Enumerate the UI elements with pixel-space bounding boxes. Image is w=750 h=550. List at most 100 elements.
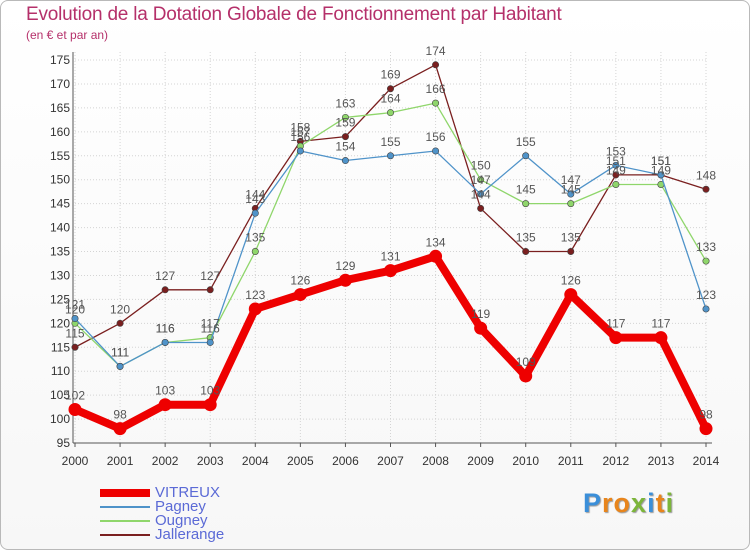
point-vitreux — [429, 249, 443, 263]
data-label-jallerange: 135 — [561, 231, 581, 245]
data-label-ougney: 145 — [516, 183, 536, 197]
axes: 9510010511011512012513013514014515015516… — [50, 52, 720, 468]
data-label-pagney: 153 — [606, 144, 626, 158]
x-tick-label: 2002 — [152, 454, 179, 468]
point-ougney — [386, 109, 394, 117]
point-jallerange — [116, 319, 124, 327]
y-tick-label: 95 — [57, 436, 71, 450]
point-pagney — [522, 152, 530, 160]
x-tick-label: 2005 — [287, 454, 314, 468]
point-jallerange — [522, 248, 530, 256]
data-label-ougney: 145 — [561, 183, 581, 197]
data-label-vitreux: 134 — [426, 235, 446, 249]
legend-label: VITREUX — [155, 484, 221, 501]
legend-item-ougney: Ougney — [100, 512, 300, 529]
y-tick-label: 155 — [50, 149, 70, 163]
data-label-pagney: 156 — [290, 130, 310, 144]
point-pagney — [206, 338, 214, 346]
point-pagney — [657, 171, 665, 179]
point-vitreux — [248, 302, 262, 316]
x-tick-label: 2010 — [512, 454, 539, 468]
point-jallerange — [71, 343, 79, 351]
point-jallerange — [161, 286, 169, 294]
proxiti-logo: Proxiti — [583, 488, 674, 519]
y-tick-label: 135 — [50, 245, 70, 259]
legend-swatch — [100, 506, 150, 508]
x-tick-label: 2006 — [332, 454, 359, 468]
data-label-ougney: 157 — [290, 125, 310, 139]
x-tick-label: 2003 — [197, 454, 224, 468]
legend-swatch — [100, 489, 150, 497]
data-label-pagney: 123 — [696, 288, 716, 302]
x-tick-label: 2008 — [422, 454, 449, 468]
x-tick-label: 2013 — [648, 454, 675, 468]
data-label-jallerange: 169 — [380, 68, 400, 82]
point-jallerange — [341, 133, 349, 141]
logo-letter: P — [583, 488, 603, 518]
legend-swatch — [100, 520, 150, 522]
y-tick-label: 145 — [50, 197, 70, 211]
point-ougney — [477, 176, 485, 184]
y-tick-label: 175 — [50, 53, 70, 67]
logo-letter: i — [647, 488, 656, 518]
data-label-vitreux: 98 — [699, 408, 713, 422]
data-label-vitreux: 98 — [113, 408, 127, 422]
data-label-jallerange: 127 — [155, 269, 175, 283]
legend-item-vitreux: VITREUX — [100, 484, 300, 501]
data-label-ougney: 163 — [335, 96, 355, 110]
point-vitreux — [654, 331, 668, 345]
legend-label: Pagney — [155, 498, 206, 515]
x-tick-label: 2009 — [467, 454, 494, 468]
logo-letter: r — [602, 488, 614, 518]
legend-item-jallerange: Jallerange — [100, 526, 300, 543]
x-tick-label: 2001 — [107, 454, 134, 468]
data-label-ougney: 149 — [651, 163, 671, 177]
x-tick-label: 2007 — [377, 454, 404, 468]
point-pagney — [251, 209, 259, 217]
data-label-jallerange: 158 — [290, 120, 310, 134]
point-pagney — [612, 161, 620, 169]
chart-subtitle: (en € et par an) — [26, 28, 109, 42]
legend-label: Jallerange — [155, 526, 225, 543]
data-label-ougney: 164 — [380, 92, 400, 106]
y-tick-label: 165 — [50, 101, 70, 115]
data-label-jallerange: 135 — [516, 231, 536, 245]
chart-title: Evolution de la Dotation Globale de Fonc… — [26, 4, 562, 25]
data-label-ougney: 133 — [696, 240, 716, 254]
y-tick-label: 100 — [50, 412, 70, 426]
point-jallerange — [702, 185, 710, 193]
x-tick-label: 2012 — [603, 454, 630, 468]
point-ougney — [251, 248, 259, 256]
point-ougney — [341, 113, 349, 121]
point-pagney — [702, 305, 710, 313]
point-jallerange — [612, 171, 620, 179]
x-tick-label: 2004 — [242, 454, 269, 468]
data-label-jallerange: 144 — [471, 187, 491, 201]
point-pagney — [71, 315, 79, 323]
data-label-jallerange: 174 — [426, 44, 446, 58]
data-label-vitreux: 131 — [380, 250, 400, 264]
point-ougney — [702, 257, 710, 265]
data-label-vitreux: 119 — [471, 307, 490, 321]
data-label-vitreux: 126 — [290, 274, 310, 288]
data-label-pagney: 111 — [111, 345, 130, 359]
logo-letter: i — [665, 488, 675, 518]
data-label-pagney: 143 — [245, 192, 265, 206]
point-vitreux — [699, 422, 713, 436]
y-tick-label: 150 — [50, 173, 70, 187]
data-label-ougney: 120 — [65, 302, 85, 316]
logo-letter: o — [613, 488, 632, 518]
data-label-pagney: 147 — [561, 173, 581, 187]
point-ougney — [567, 200, 575, 208]
y-tick-label: 125 — [50, 292, 70, 306]
point-jallerange — [567, 248, 575, 256]
data-label-vitreux: 103 — [200, 384, 220, 398]
data-label-ougney: 111 — [111, 345, 130, 359]
point-vitreux — [158, 398, 172, 412]
point-pagney — [296, 147, 304, 155]
data-label-pagney: 147 — [471, 173, 491, 187]
legend-item-pagney: Pagney — [100, 498, 300, 515]
point-vitreux — [113, 422, 127, 436]
data-label-jallerange: 148 — [696, 168, 716, 182]
